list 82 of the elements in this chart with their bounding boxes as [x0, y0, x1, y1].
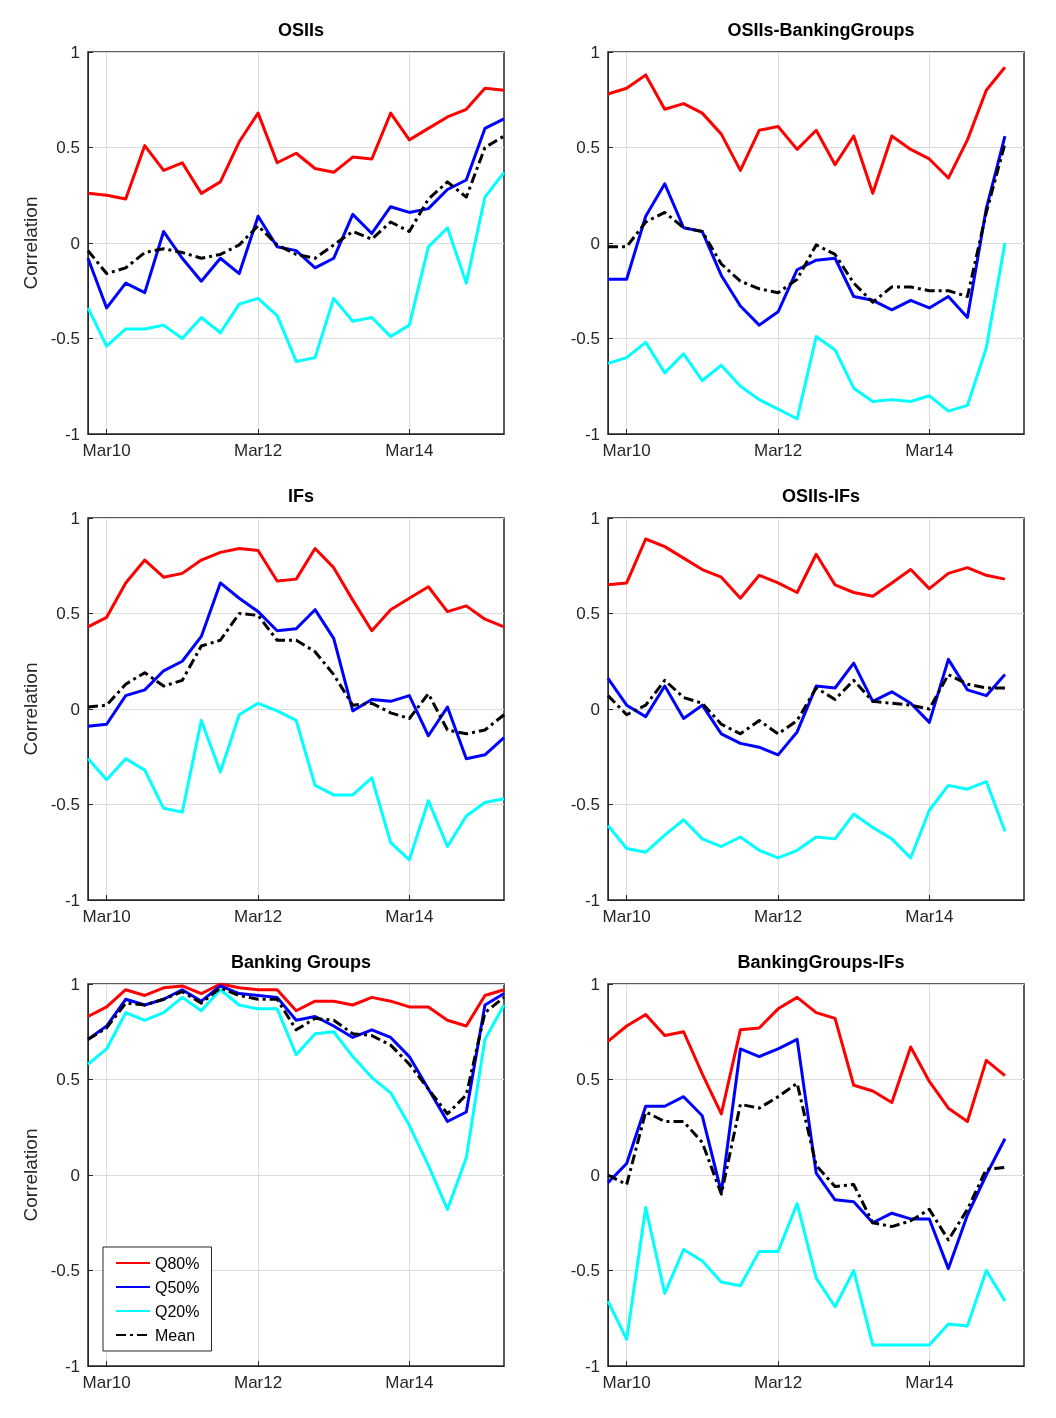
y-axis-title: Correlation	[19, 196, 41, 290]
chart-title: BankingGroups-IFs	[737, 952, 905, 972]
line-series	[606, 142, 1007, 304]
line-series	[606, 673, 1007, 736]
legend-label: Q50%	[155, 1278, 200, 1296]
x-tick-label: Mar14	[385, 1373, 434, 1392]
y-tick-label: -0.5	[570, 795, 600, 814]
x-tick-label: Mar10	[602, 1373, 651, 1392]
y-tick-label: 0	[70, 233, 80, 253]
y-tick-label: 0	[590, 233, 600, 253]
line-series	[86, 86, 506, 201]
line-series	[606, 65, 1007, 195]
line-series	[606, 657, 1007, 757]
y-tick-label: 1	[590, 508, 600, 528]
y-axis-title: Correlation	[19, 662, 41, 756]
line-series	[86, 701, 506, 862]
line-series	[606, 241, 1007, 421]
line-series	[86, 982, 506, 1028]
y-tick-label: 1	[70, 42, 80, 62]
chart-title: IFs	[287, 486, 315, 506]
y-tick-label: 0	[590, 699, 600, 719]
x-tick-label: Mar12	[233, 441, 283, 460]
y-tick-label: 0	[590, 1165, 600, 1185]
x-tick-label: Mar12	[753, 907, 803, 926]
line-series	[86, 581, 506, 761]
y-tick-label: 0.5	[576, 604, 600, 623]
line-series	[86, 170, 506, 363]
chart-title: OSIIs-BankingGroups	[727, 20, 915, 40]
y-tick-label: 0	[70, 699, 80, 719]
x-tick-label: Mar10	[602, 441, 651, 460]
y-tick-label: -1	[584, 1356, 600, 1376]
legend-label: Mean	[155, 1326, 196, 1344]
y-tick-label: -0.5	[50, 795, 80, 814]
y-tick-label: 1	[70, 974, 80, 994]
line-series	[606, 995, 1007, 1124]
legend-label: Q20%	[155, 1302, 200, 1320]
y-tick-label: -1	[584, 424, 600, 444]
line-series	[86, 134, 506, 276]
x-tick-label: Mar10	[82, 441, 131, 460]
legend-label: Q80%	[155, 1254, 200, 1272]
y-tick-label: 0.5	[576, 1070, 600, 1089]
y-tick-label: -0.5	[570, 329, 600, 348]
x-tick-label: Mar14	[385, 907, 434, 926]
y-tick-label: -0.5	[50, 1261, 80, 1280]
y-tick-label: 0.5	[56, 138, 80, 157]
chart-title: Banking Groups	[230, 952, 372, 972]
y-tick-label: 1	[590, 974, 600, 994]
y-tick-label: -1	[64, 424, 80, 444]
y-tick-label: 0.5	[56, 604, 80, 623]
x-tick-label: Mar10	[82, 907, 131, 926]
line-series	[606, 537, 1007, 600]
x-tick-label: Mar14	[905, 1373, 954, 1392]
y-axis-title: Correlation	[19, 1128, 41, 1222]
line-series	[86, 117, 506, 310]
y-tick-label: -1	[64, 1356, 80, 1376]
x-tick-label: Mar12	[233, 1373, 283, 1392]
y-tick-label: -1	[584, 890, 600, 910]
chart-title: OSIIs-IFs	[781, 486, 861, 506]
y-tick-label: 0.5	[56, 1070, 80, 1089]
y-tick-label: 0	[70, 1165, 80, 1185]
y-tick-label: -1	[64, 890, 80, 910]
y-tick-label: 1	[590, 42, 600, 62]
line-series	[86, 988, 506, 1211]
x-tick-label: Mar14	[385, 441, 434, 460]
line-series	[606, 780, 1007, 860]
y-tick-label: 0.5	[576, 138, 600, 157]
line-series	[606, 1081, 1007, 1242]
line-series	[86, 612, 506, 736]
x-tick-label: Mar14	[905, 907, 954, 926]
y-tick-label: -0.5	[50, 329, 80, 348]
x-tick-label: Mar14	[905, 441, 954, 460]
x-tick-label: Mar12	[753, 1373, 803, 1392]
y-tick-label: -0.5	[570, 1261, 600, 1280]
line-series	[606, 1037, 1007, 1271]
y-tick-label: 1	[70, 508, 80, 528]
chart-title: OSIIs	[277, 20, 325, 40]
x-tick-label: Mar10	[602, 907, 651, 926]
x-tick-label: Mar12	[753, 441, 803, 460]
x-tick-label: Mar10	[82, 1373, 131, 1392]
x-tick-label: Mar12	[233, 907, 283, 926]
line-series	[86, 547, 506, 633]
line-series	[606, 1202, 1007, 1347]
